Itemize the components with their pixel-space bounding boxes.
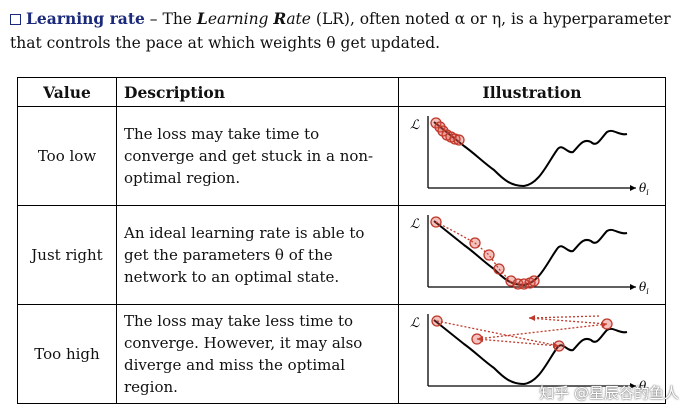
parameter-steps [430,216,540,290]
x-axis-label: θi [639,181,649,197]
intro-dash: – The [144,10,197,28]
y-axis-label: ℒ [410,118,420,133]
table-row: Just right An ideal learning rate is abl… [17,205,666,305]
loss-plot-too-low: ℒ θi [410,116,649,197]
loss-plot-too-high: ℒ θi [410,314,649,395]
watermark: 知乎 @星辰谷的鱼人 [539,384,679,402]
row-description: An ideal learning rate is able to get th… [116,205,399,305]
row-value: Too low [17,106,117,206]
header-value: Value [17,77,117,107]
row-description: The loss may take time to converge and g… [116,106,399,206]
checkbox-square-icon [10,14,21,25]
x-axis-arrow-icon [630,383,636,389]
term-title: Learning rate [26,9,145,28]
illustration-too-high: ℒ θi [398,304,666,404]
parameter-steps [431,315,613,352]
x-axis-label: θi [639,379,649,395]
table-row: Too low The loss may take time to conver… [17,106,666,206]
intro-text: (LR), often noted α or η, is a hyperpara… [10,10,671,52]
illustration-just-right: ℒ θi [398,205,666,305]
intro-paragraph: Learning rate – The Learning Rate (LR), … [10,7,680,55]
illustration-too-low: ℒ θi [398,106,666,206]
acronym-letter-r: R [273,9,287,28]
table-row: Too high The loss may take less time to … [17,304,666,404]
row-value: Just right [17,205,117,305]
acronym-rest-1: earning [207,10,274,28]
row-description: The loss may take less time to converge.… [116,304,399,404]
acronym-rest-2: ate [286,10,311,28]
row-value: Too high [17,304,117,404]
y-axis-label: ℒ [410,217,420,232]
x-axis-arrow-icon [630,185,636,191]
diverging-steps [436,315,608,347]
y-axis-label: ℒ [410,316,420,331]
acronym-letter-l: L [196,9,208,28]
x-axis-label: θi [639,280,649,296]
x-axis-arrow-icon [630,284,636,290]
loss-plot-just-right: ℒ θi [410,215,649,296]
loss-curve [433,220,628,287]
header-illustration: Illustration [398,77,666,107]
header-row: Value Description Illustration [17,77,666,107]
parameter-steps [430,117,465,146]
header-description: Description [116,77,399,107]
loss-curve [433,121,628,188]
loss-curve [433,319,628,386]
learning-rate-table: Value Description Illustration Too low T… [17,77,666,404]
